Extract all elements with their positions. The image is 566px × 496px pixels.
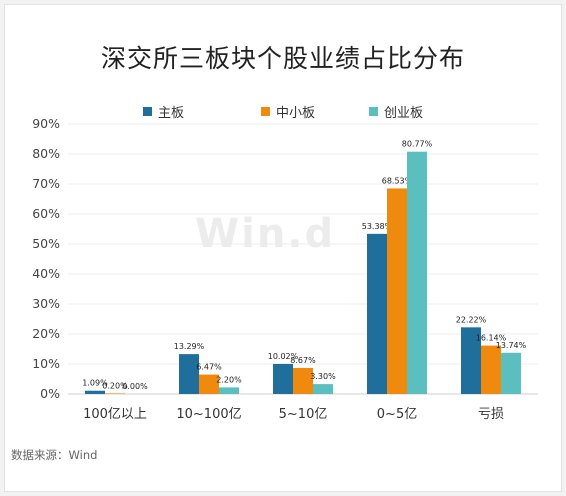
bar (461, 327, 481, 394)
y-tick-label: 20% (32, 326, 60, 341)
y-tick-label: 0% (40, 386, 60, 401)
legend-swatch-main-board (143, 106, 152, 116)
bar-value-label: 1.09% (82, 379, 108, 388)
bar-value-label: 13.29% (174, 342, 205, 351)
bar-value-label: 80.77% (402, 140, 433, 149)
y-tick-label: 10% (32, 356, 60, 371)
bar-value-label: 0.20% (102, 381, 128, 390)
bar-value-label: 10.02% (268, 352, 299, 361)
bar-value-label: 0.00% (122, 382, 148, 391)
bar (273, 363, 293, 394)
legend-item-sme-board: 中小板 (261, 101, 315, 121)
y-tick-label: 70% (32, 176, 60, 191)
legend-item-main-board: 主板 (143, 101, 184, 121)
chart-legend: 主板 中小板 创业板 (5, 101, 561, 121)
x-tick-label: 100亿以上 (83, 407, 147, 422)
bar-value-label: 68.53% (382, 176, 413, 185)
bar (387, 188, 407, 394)
bar (407, 151, 427, 394)
bar (179, 354, 199, 394)
legend-label-sme-board: 中小板 (276, 105, 316, 121)
data-source-note: 数据来源：Wind (11, 448, 98, 462)
x-tick-label: 亏损 (478, 407, 504, 422)
x-tick-label: 10~100亿 (176, 407, 241, 422)
legend-swatch-chinext (369, 106, 378, 116)
chart-card: 深交所三板块个股业绩占比分布 主板 中小板 创业板 Win.d 数据来源：Win… (4, 4, 562, 492)
y-tick-label: 60% (32, 206, 60, 221)
bar (293, 367, 313, 394)
legend-swatch-sme-board (261, 106, 270, 116)
bar (367, 233, 387, 394)
bar (313, 384, 333, 394)
bar (481, 345, 501, 394)
y-tick-label: 40% (32, 266, 60, 281)
x-tick-label: 0~5亿 (377, 407, 417, 422)
bar (219, 387, 239, 394)
bar-value-label: 3.30% (310, 372, 336, 381)
legend-item-chinext: 创业板 (369, 101, 423, 121)
bar-value-label: 2.20% (216, 375, 242, 384)
bar-value-label: 53.38% (362, 222, 393, 231)
y-tick-label: 30% (32, 296, 60, 311)
chart-title: 深交所三板块个股业绩占比分布 (100, 44, 465, 73)
bar (501, 352, 521, 394)
y-tick-label: 50% (32, 236, 60, 251)
bar (85, 390, 105, 394)
bar (199, 374, 219, 394)
bar-value-label: 6.47% (196, 363, 222, 372)
x-tick-label: 5~10亿 (279, 407, 328, 422)
bar-value-label: 16.14% (476, 334, 507, 343)
legend-label-main-board: 主板 (158, 105, 185, 121)
y-tick-label: 80% (32, 146, 60, 161)
y-tick-label: 90% (32, 116, 60, 131)
wind-watermark: Win.d (195, 211, 336, 257)
bar-value-label: 13.74% (496, 341, 527, 350)
bar-value-label: 8.67% (290, 356, 316, 365)
bar-value-label: 22.22% (456, 315, 487, 324)
bar (105, 393, 125, 394)
legend-label-chinext: 创业板 (384, 105, 424, 121)
